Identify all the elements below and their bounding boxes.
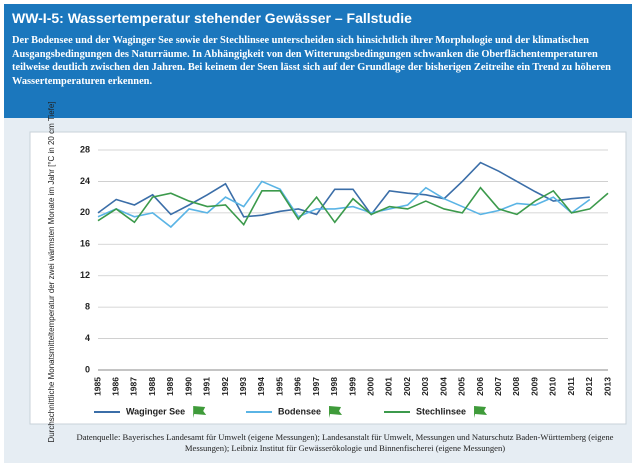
y-tick-label: 20 [80, 207, 90, 217]
description: Der Bodensee und der Waginger See sowie … [12, 35, 611, 87]
x-tick-label: 1989 [165, 377, 175, 396]
x-tick-label: 2003 [420, 377, 430, 396]
x-tick-label: 1995 [274, 377, 284, 396]
x-tick-label: 1997 [311, 377, 321, 396]
y-tick-label: 8 [85, 302, 90, 312]
legend-label: Waginger See [126, 406, 185, 416]
x-tick-label: 1996 [293, 377, 303, 396]
x-tick-label: 1992 [220, 377, 230, 396]
title: WW-I-5: Wassertemperatur stehender Gewäs… [12, 10, 412, 26]
series-line [97, 161, 590, 218]
x-tick-label: 2000 [365, 377, 375, 396]
source: Datenquelle: Bayerisches Landesamt für U… [76, 432, 614, 453]
x-tick-label: 2011 [566, 377, 576, 396]
x-tick-label: 1986 [110, 377, 120, 396]
y-tick-label: 16 [80, 239, 90, 249]
x-tick-label: 1988 [147, 377, 157, 396]
x-tick-label: 2009 [529, 377, 539, 396]
x-tick-label: 2001 [384, 377, 394, 396]
y-tick-label: 12 [80, 270, 90, 280]
y-axis-label: Durchschnittliche Monatsmitteltemperatur… [47, 101, 56, 442]
x-tick-label: 1991 [202, 377, 212, 396]
x-tick-label: 1994 [256, 377, 266, 396]
x-tick-label: 2006 [475, 377, 485, 396]
series-line [97, 186, 609, 227]
x-tick-label: 2005 [457, 377, 467, 396]
x-tick-label: 1990 [183, 377, 193, 396]
y-tick-label: 4 [85, 333, 90, 343]
trend-flag [474, 406, 488, 418]
plot-box [29, 131, 627, 425]
trend-flag [329, 406, 343, 418]
y-tick-label: 0 [85, 364, 90, 374]
y-tick-label: 24 [80, 176, 90, 186]
x-tick-label: 2008 [511, 377, 521, 396]
x-tick-label: 1993 [238, 377, 248, 396]
legend-label: Bodensee [278, 406, 321, 416]
x-tick-label: 2013 [602, 377, 612, 396]
x-tick-label: 2012 [584, 377, 594, 396]
legend-label: Stechlinsee [416, 406, 466, 416]
x-tick-label: 2007 [493, 377, 503, 396]
series-line [97, 180, 591, 229]
x-tick-label: 1987 [129, 377, 139, 396]
header: WW-I-5: Wassertemperatur stehender Gewäs… [4, 4, 632, 118]
x-tick-label: 1985 [92, 377, 102, 396]
x-tick-label: 2002 [402, 377, 412, 396]
x-tick-label: 1999 [347, 377, 357, 396]
x-tick-label: 1998 [329, 377, 339, 396]
x-tick-label: 2004 [438, 377, 448, 396]
trend-flag [193, 406, 207, 418]
y-tick-label: 28 [80, 144, 90, 154]
x-tick-label: 2010 [548, 377, 558, 396]
